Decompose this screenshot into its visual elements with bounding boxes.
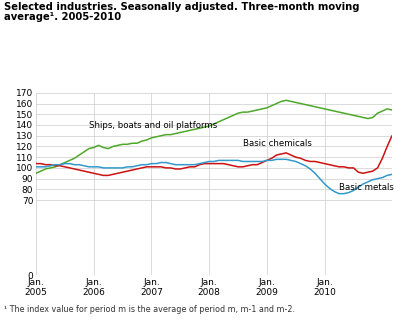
Text: average¹. 2005-2010: average¹. 2005-2010 [4, 12, 121, 22]
Text: Selected industries. Seasonally adjusted. Three-month moving: Selected industries. Seasonally adjusted… [4, 2, 360, 12]
Text: ¹ The index value for period m is the average of period m, m-1 and m-2.: ¹ The index value for period m is the av… [4, 305, 295, 314]
Text: Basic chemicals: Basic chemicals [243, 140, 312, 148]
Text: Ships, boats and oil platforms: Ships, boats and oil platforms [89, 121, 217, 130]
Text: Basic metals: Basic metals [339, 183, 394, 192]
